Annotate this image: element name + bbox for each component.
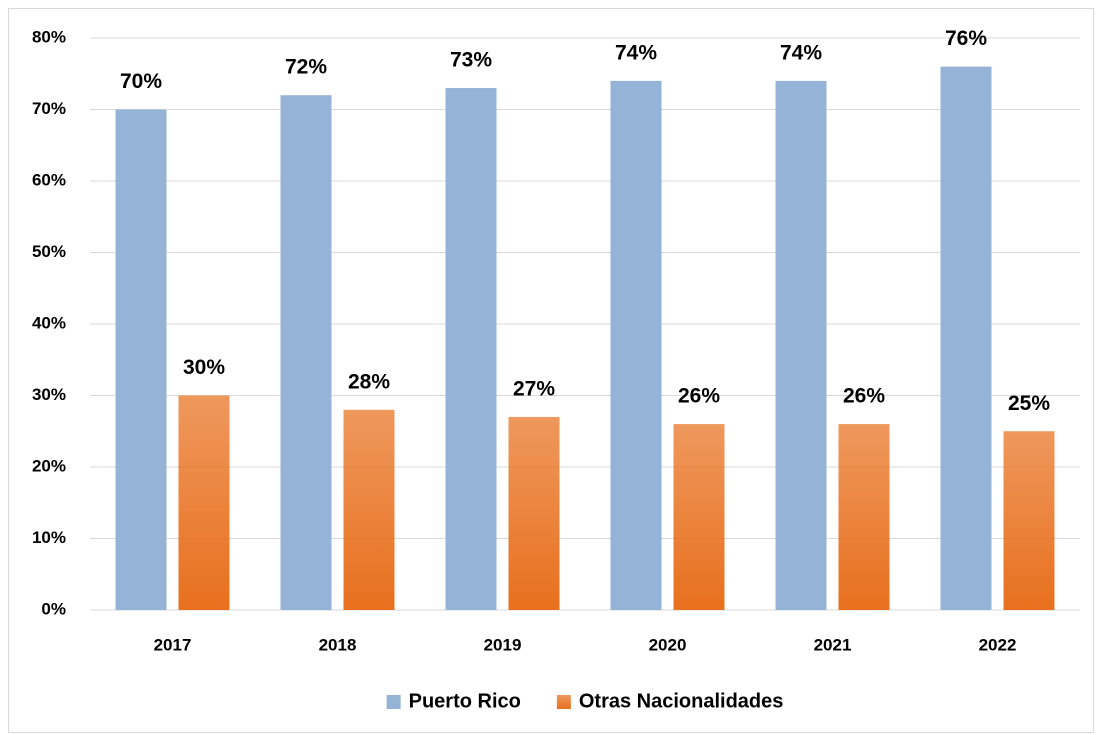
x-tick-label: 2019 [484,635,522,654]
x-tick-label: 2022 [979,635,1017,654]
bar [508,416,560,610]
legend-label: Puerto Rico [409,690,521,712]
y-tick-label: 70% [32,99,66,118]
x-tick-label: 2017 [154,635,192,654]
data-label: 28% [348,370,390,393]
bar [940,66,992,611]
legend-swatch [386,695,401,709]
legend-swatch [556,695,571,709]
data-label: 30% [183,356,225,379]
bar [178,395,230,610]
data-label: 26% [843,385,885,408]
y-tick-label: 60% [32,170,66,189]
bar [280,95,332,610]
y-tick-label: 10% [32,528,66,547]
data-label: 26% [678,385,720,408]
data-label: 27% [513,377,555,400]
bar [610,80,662,610]
bar [1003,431,1055,610]
y-tick-label: 40% [32,313,66,332]
bar [343,409,395,610]
data-label: 76% [945,27,987,50]
data-label: 25% [1008,392,1050,415]
chart-border [8,8,1094,733]
y-tick-label: 20% [32,456,66,475]
bar [838,424,890,610]
data-label: 70% [120,70,162,93]
x-tick-label: 2020 [649,635,687,654]
bar [445,88,497,611]
bar [775,80,827,610]
bar [115,109,167,610]
legend-label: Otras Nacionalidades [579,690,784,712]
data-label: 74% [780,41,822,64]
y-tick-label: 30% [32,385,66,404]
data-label: 73% [450,49,492,72]
y-tick-label: 50% [32,242,66,261]
bar [673,424,725,610]
data-label: 74% [615,41,657,64]
x-tick-label: 2021 [814,635,852,654]
x-tick-label: 2018 [319,635,357,654]
data-label: 72% [285,56,327,79]
y-tick-label: 80% [32,27,66,46]
y-tick-label: 0% [41,599,66,618]
